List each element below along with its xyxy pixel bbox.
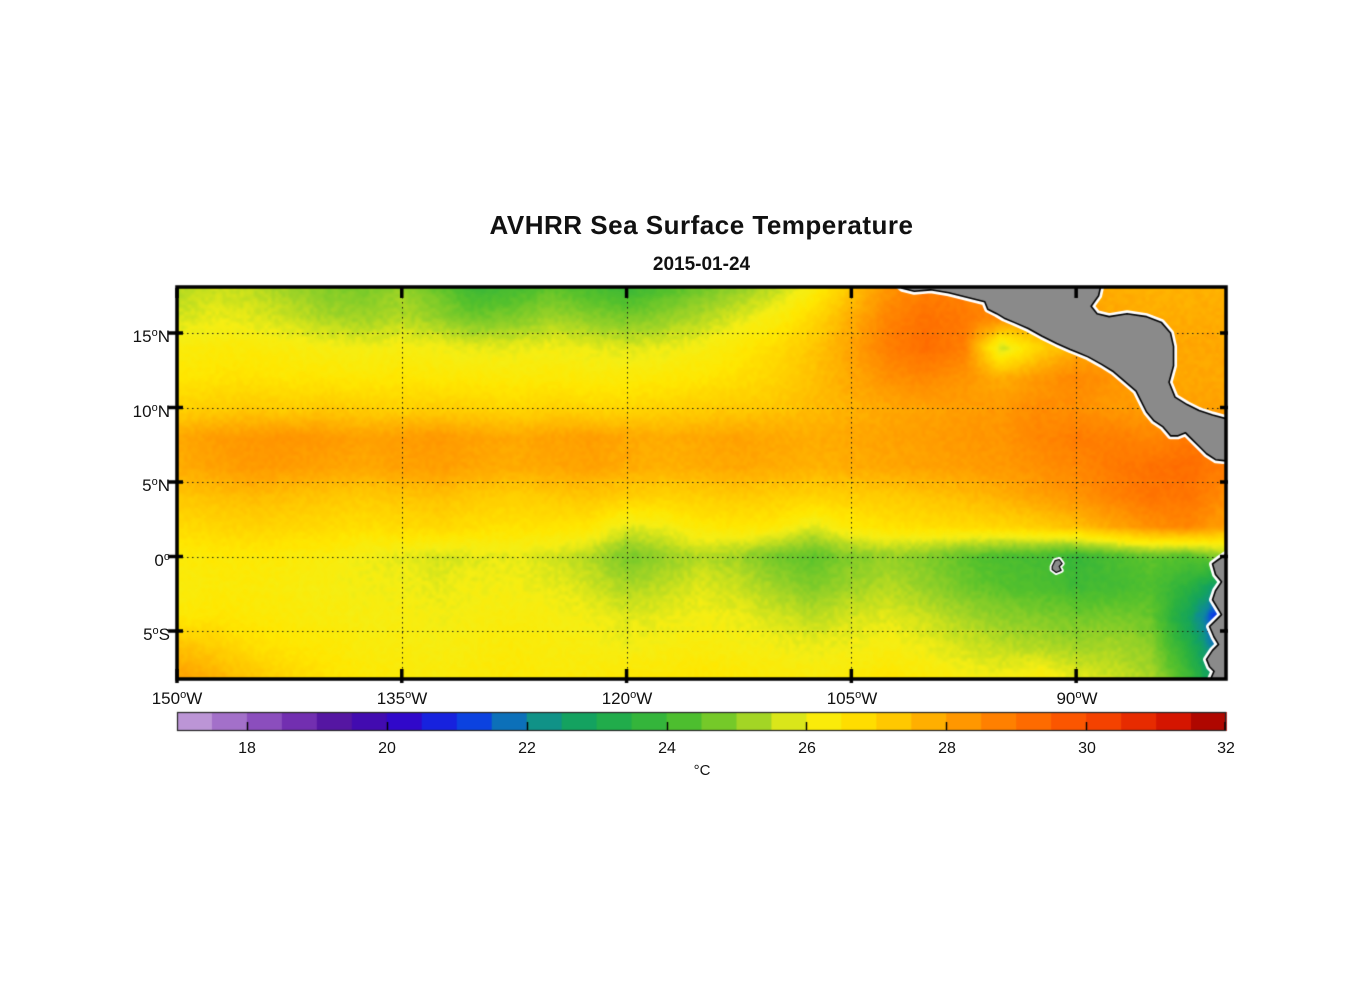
x-tick-label-105w: 105oW xyxy=(807,684,897,710)
y-tick-hemisphere: N xyxy=(157,327,170,346)
degree-symbol: o xyxy=(405,689,412,701)
x-tick-label-120w: 120oW xyxy=(582,684,672,710)
x-tick-hemisphere: W xyxy=(861,689,878,708)
y-tick-label-5n: 5oN xyxy=(60,471,170,497)
y-tick-label-10n: 10oN xyxy=(60,397,170,423)
x-tick-value: 105 xyxy=(826,689,856,708)
degree-symbol: o xyxy=(152,625,159,637)
y-tick-label-5s: 5oS xyxy=(60,620,170,646)
y-tick-label-0: 0o xyxy=(60,546,170,572)
degree-symbol: o xyxy=(151,402,158,414)
x-tick-value: 150 xyxy=(151,689,181,708)
colorbar-tick-24: 24 xyxy=(658,740,676,757)
date-subtitle: 2015-01-24 xyxy=(652,254,751,275)
y-tick-value: 5 xyxy=(142,476,152,495)
x-tick-label-90w: 90oW xyxy=(1032,684,1122,710)
subtitle-row: 2015-01-24 xyxy=(177,254,1226,276)
y-tick-value: 10 xyxy=(132,402,152,421)
degree-symbol: o xyxy=(151,476,158,488)
y-tick-hemisphere: S xyxy=(158,625,170,644)
colorbar-tick-30: 30 xyxy=(1078,740,1096,757)
colorbar-tick-18: 18 xyxy=(238,740,256,757)
colorbar-unit-label: °C xyxy=(693,762,711,779)
y-tick-value: 5 xyxy=(143,625,153,644)
colorbar-tick-28: 28 xyxy=(938,740,956,757)
x-tick-value: 90 xyxy=(1056,689,1076,708)
y-tick-value: 15 xyxy=(132,327,152,346)
y-tick-value: 0 xyxy=(154,551,164,570)
colorbar-tick-22: 22 xyxy=(518,740,536,757)
x-tick-hemisphere: W xyxy=(636,689,653,708)
degree-symbol: o xyxy=(163,551,170,563)
degree-symbol: o xyxy=(855,689,862,701)
x-tick-hemisphere: W xyxy=(1081,689,1098,708)
degree-symbol: o xyxy=(1075,689,1082,701)
title-row: AVHRR Sea Surface Temperature xyxy=(177,210,1226,241)
y-tick-hemisphere: N xyxy=(157,476,170,495)
y-tick-label-15n: 15oN xyxy=(60,322,170,348)
page-title: AVHRR Sea Surface Temperature xyxy=(489,210,914,240)
x-tick-value: 135 xyxy=(376,689,406,708)
colorbar-tick-26: 26 xyxy=(798,740,816,757)
x-tick-label-135w: 135oW xyxy=(357,684,447,710)
x-tick-label-150w: 150oW xyxy=(132,684,222,710)
colorbar-tick-32: 32 xyxy=(1217,740,1235,757)
x-tick-hemisphere: W xyxy=(186,689,203,708)
degree-symbol: o xyxy=(630,689,637,701)
x-tick-value: 120 xyxy=(601,689,631,708)
colorbar-tick-20: 20 xyxy=(378,740,396,757)
x-tick-hemisphere: W xyxy=(411,689,428,708)
degree-symbol: o xyxy=(151,327,158,339)
degree-symbol: o xyxy=(180,689,187,701)
y-tick-hemisphere: N xyxy=(157,402,170,421)
